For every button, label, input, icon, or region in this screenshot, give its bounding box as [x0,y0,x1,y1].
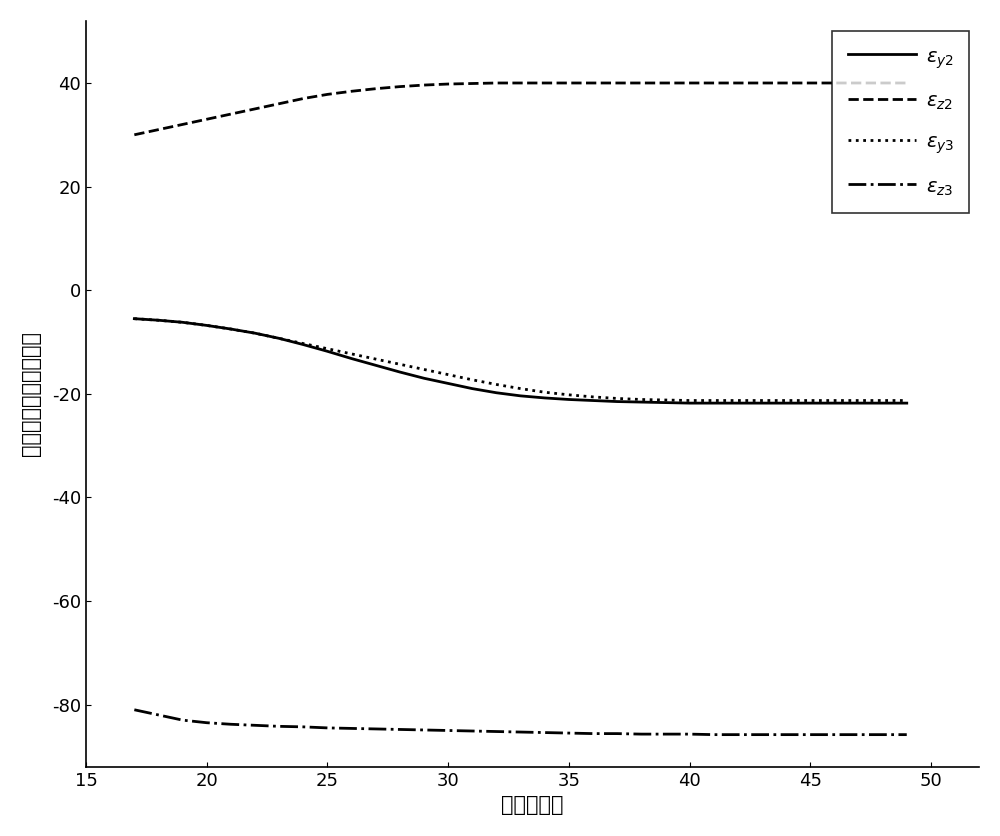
X-axis label: 时间（秒）: 时间（秒） [501,795,564,815]
Y-axis label: 从弹实际攻击角（度）: 从弹实际攻击角（度） [21,331,41,456]
Legend: $\varepsilon_{y2}$, $\varepsilon_{z2}$, $\varepsilon_{y3}$, $\varepsilon_{z3}$: $\varepsilon_{y2}$, $\varepsilon_{z2}$, … [832,31,969,213]
